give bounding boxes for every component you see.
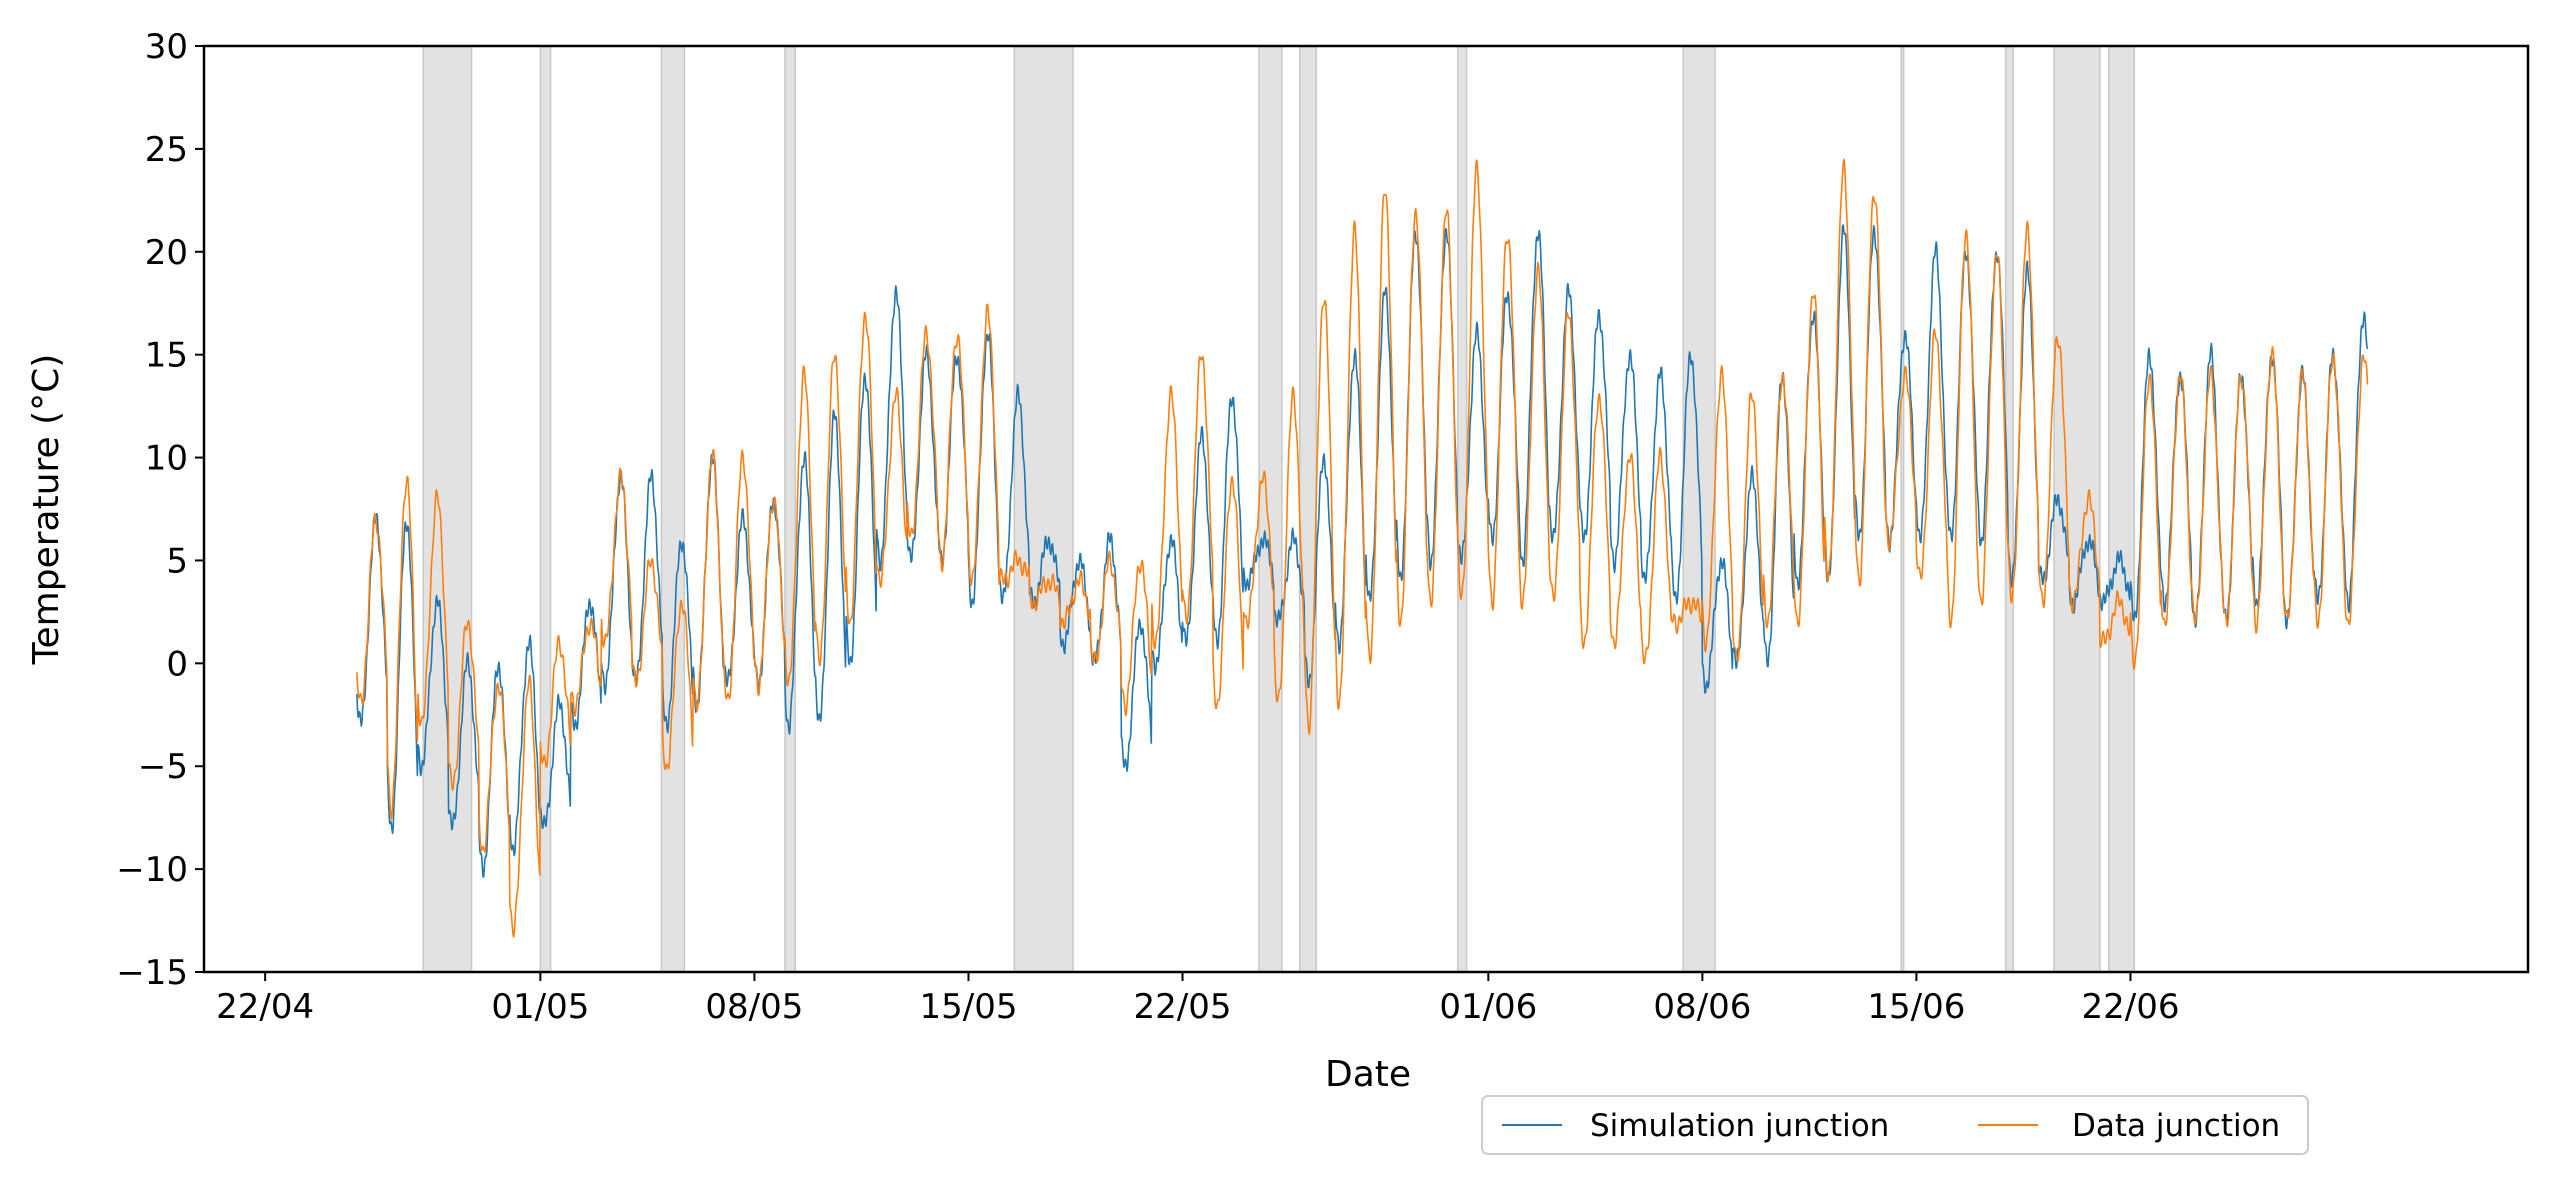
y-tick-label: 10 bbox=[145, 439, 188, 479]
x-tick-label: 01/05 bbox=[491, 987, 589, 1027]
shaded-period-12 bbox=[2108, 45, 2136, 973]
series-line-data bbox=[356, 158, 2369, 938]
x-tick-label: 01/06 bbox=[1439, 987, 1537, 1027]
x-tick-label: 08/05 bbox=[705, 987, 803, 1027]
legend-frame bbox=[1481, 1095, 2309, 1155]
x-axis: 22/04 01/05 08/05 15/05 22/05 01/06 08/06 15/06… bbox=[216, 972, 2179, 1027]
shaded-period-2 bbox=[660, 45, 686, 973]
y-tick-label: −5 bbox=[138, 747, 188, 787]
y-axis: −15 −10 −5 0 5 10 15 20 25 30 bbox=[116, 27, 204, 993]
y-axis-label: Temperature (°C) bbox=[26, 354, 67, 666]
shaded-period-8 bbox=[1682, 45, 1716, 973]
shaded-period-3 bbox=[784, 45, 796, 973]
x-tick-label: 22/06 bbox=[2081, 987, 2179, 1027]
shaded-period-0 bbox=[422, 45, 473, 973]
x-axis-label: Date bbox=[1325, 1054, 1411, 1095]
legend: Simulation junction Data junction bbox=[1481, 1095, 2309, 1155]
series-lines bbox=[356, 158, 2369, 938]
shaded-period-5 bbox=[1258, 45, 1283, 973]
shaded-period-9 bbox=[1900, 45, 1905, 973]
shaded-period-4 bbox=[1013, 45, 1074, 973]
legend-label-data: Data junction bbox=[2072, 1108, 2280, 1144]
x-tick-label: 15/06 bbox=[1867, 987, 1965, 1027]
y-tick-label: 5 bbox=[166, 541, 188, 581]
x-tick-label: 15/05 bbox=[919, 987, 1017, 1027]
y-tick-label: 25 bbox=[145, 130, 188, 170]
y-tick-label: 20 bbox=[145, 233, 188, 273]
y-tick-label: −15 bbox=[116, 953, 188, 993]
y-tick-label: −10 bbox=[116, 850, 188, 890]
y-tick-label: 15 bbox=[145, 336, 188, 376]
shaded-period-6 bbox=[1298, 45, 1318, 973]
y-tick-label: 0 bbox=[166, 644, 188, 684]
y-tick-label: 30 bbox=[145, 27, 188, 67]
legend-label-simulation: Simulation junction bbox=[1590, 1108, 1889, 1144]
plot-frame bbox=[202, 44, 2530, 974]
shaded-periods bbox=[422, 45, 2136, 973]
x-tick-label: 08/06 bbox=[1653, 987, 1751, 1027]
x-tick-label: 22/04 bbox=[216, 987, 314, 1027]
x-tick-label: 22/05 bbox=[1134, 987, 1232, 1027]
shaded-period-1 bbox=[539, 45, 552, 973]
